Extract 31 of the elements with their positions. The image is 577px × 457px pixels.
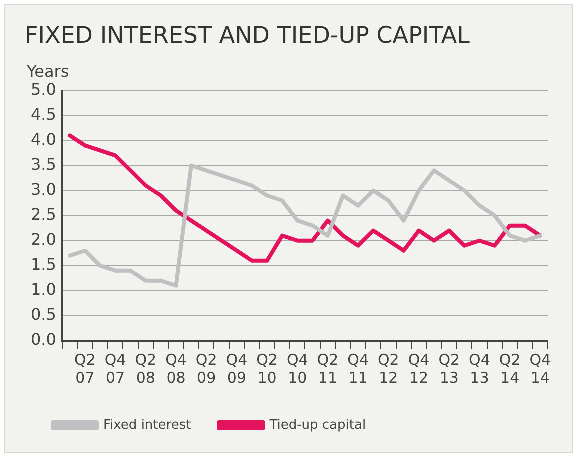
y-tick-label: 1.5 (30, 255, 56, 274)
x-tick-label: Q4 11 (348, 350, 370, 387)
chart-title: FIXED INTEREST AND TIED-UP CAPITAL (25, 22, 470, 49)
y-tick-label: 1.0 (30, 280, 56, 300)
y-tick-label: 0.5 (30, 305, 56, 324)
x-tick-label: Q4 07 (104, 350, 126, 387)
legend-label: Fixed interest (104, 418, 192, 433)
x-tick-label: Q4 13 (469, 350, 490, 387)
x-tick-label: Q4 12 (408, 350, 430, 387)
x-tick-label: Q4 09 (226, 350, 248, 387)
x-tick-label: Q2 12 (378, 350, 400, 387)
x-tick-label: Q4 08 (166, 350, 187, 387)
y-tick-label: 0.0 (30, 330, 56, 350)
x-tick-label: Q2 07 (74, 350, 96, 387)
y-tick-label: 4.5 (30, 104, 56, 124)
legend-label: Tied-up capital (268, 418, 366, 433)
y-tick-label: 4.0 (30, 130, 56, 149)
y-tick-label: 3.5 (30, 154, 56, 174)
y-tick-label: 5.0 (30, 80, 56, 99)
x-tick-label: Q2 14 (499, 350, 521, 387)
x-tick-label: Q4 10 (286, 350, 308, 387)
x-tick-label: Q2 11 (317, 350, 339, 387)
y-axis-title: Years (26, 62, 70, 81)
x-tick-label: Q2 08 (135, 350, 157, 387)
x-tick-label: Q2 10 (256, 350, 278, 387)
y-tick-label: 2.5 (30, 204, 56, 224)
x-tick-label: Q2 09 (196, 350, 218, 387)
y-tick-label: 2.0 (30, 230, 56, 249)
x-tick-label: Q4 14 (530, 350, 552, 387)
x-tick-label: Q2 13 (438, 350, 460, 387)
y-tick-label: 3.0 (30, 180, 56, 199)
